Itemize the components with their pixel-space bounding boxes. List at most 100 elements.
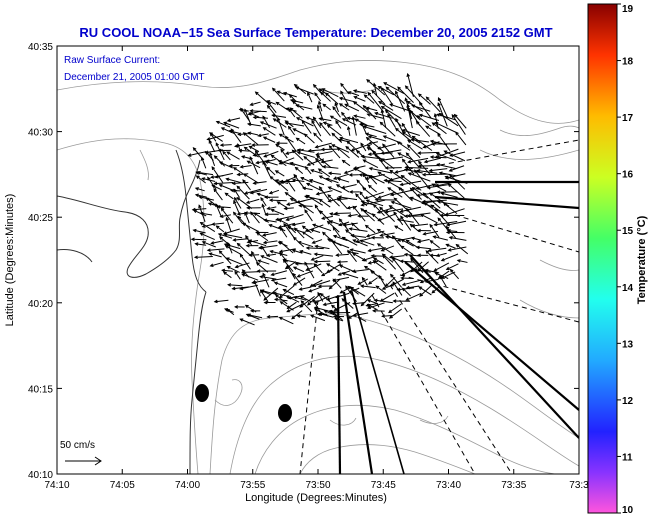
hf-radar-range-lines xyxy=(299,139,579,474)
current-vector xyxy=(323,166,339,169)
current-vector xyxy=(414,169,431,190)
radar-range-line xyxy=(351,291,405,474)
current-vector xyxy=(336,184,350,193)
current-vector xyxy=(198,205,206,222)
current-vector xyxy=(348,286,359,295)
current-vector-head xyxy=(365,106,370,111)
current-vector xyxy=(371,90,386,105)
current-vector-head xyxy=(245,313,250,317)
current-vector xyxy=(437,133,451,151)
current-vector-head xyxy=(437,132,441,137)
current-vector-head xyxy=(427,248,432,253)
radar-range-line xyxy=(439,139,579,166)
current-vector-head xyxy=(254,150,259,155)
current-vector-head xyxy=(379,233,384,237)
current-vector-head xyxy=(211,166,216,171)
current-vector-head xyxy=(221,268,226,273)
current-vector xyxy=(305,224,324,232)
current-vector xyxy=(271,277,287,281)
current-vector xyxy=(299,295,315,308)
current-vector xyxy=(354,96,366,102)
current-vector xyxy=(397,152,413,161)
current-vector xyxy=(314,260,331,263)
current-vector xyxy=(395,128,412,142)
current-vector xyxy=(223,228,240,235)
current-vector-head xyxy=(364,224,369,229)
current-vector xyxy=(283,223,296,240)
current-vector-head xyxy=(417,151,422,155)
current-vector xyxy=(260,289,269,303)
current-vector-head xyxy=(431,183,436,187)
current-vector-head xyxy=(284,192,289,196)
current-vector xyxy=(353,101,369,114)
current-vector xyxy=(240,284,258,290)
current-vector-head xyxy=(245,243,250,248)
radar-station-marker xyxy=(195,384,209,402)
current-vector xyxy=(319,122,331,136)
current-vector xyxy=(381,87,393,105)
current-vector-head xyxy=(383,82,388,86)
current-vector-head xyxy=(245,234,249,239)
current-vector-head xyxy=(351,269,356,274)
current-vector xyxy=(393,211,404,226)
current-vector xyxy=(337,198,348,200)
current-vector-head xyxy=(301,186,307,191)
current-vector xyxy=(317,105,324,122)
current-vector xyxy=(227,117,241,122)
current-vector xyxy=(258,133,269,137)
current-vector xyxy=(381,245,395,252)
current-vector-head xyxy=(401,131,406,136)
current-vector xyxy=(378,213,396,222)
current-vector xyxy=(446,220,467,226)
current-vector-head xyxy=(211,222,216,226)
current-vector-head xyxy=(318,117,323,121)
current-vector xyxy=(211,240,224,244)
current-vector-head xyxy=(312,298,316,303)
coastline xyxy=(57,149,207,474)
current-vector xyxy=(249,145,260,153)
current-vector-head xyxy=(305,116,310,120)
current-vector xyxy=(379,156,404,162)
current-vector xyxy=(374,299,393,304)
current-vector xyxy=(367,144,379,159)
current-vector xyxy=(311,169,323,175)
current-vector xyxy=(300,295,312,303)
current-vector-head xyxy=(241,273,246,277)
current-vector-head xyxy=(381,286,386,290)
current-vector-head xyxy=(430,204,435,209)
current-vector xyxy=(267,102,277,113)
current-vector-head xyxy=(207,176,211,181)
current-vector-head xyxy=(218,161,223,165)
current-vector xyxy=(317,292,324,302)
current-vector-head xyxy=(201,177,206,181)
current-vector-head xyxy=(313,263,318,267)
current-vector-head xyxy=(407,159,412,164)
current-vector xyxy=(249,156,259,175)
current-vector xyxy=(373,257,384,265)
current-vector xyxy=(217,206,231,209)
current-vector-head xyxy=(251,250,255,255)
current-vector-head xyxy=(285,217,290,221)
current-vector-head xyxy=(329,212,334,216)
current-vector xyxy=(310,229,321,234)
current-vector xyxy=(418,161,432,176)
current-vector xyxy=(455,131,467,146)
current-vector-head xyxy=(234,305,239,309)
current-vector xyxy=(329,220,341,226)
current-vector xyxy=(312,280,331,287)
current-vector xyxy=(300,300,313,313)
current-vector-head xyxy=(363,94,368,99)
current-vector-head xyxy=(364,132,370,137)
current-vector xyxy=(280,301,294,311)
current-vector xyxy=(215,203,222,217)
current-vector xyxy=(212,222,225,225)
current-vector-head xyxy=(381,314,386,318)
current-vector xyxy=(436,252,447,257)
current-vector-head xyxy=(411,135,416,140)
current-vector xyxy=(267,206,277,210)
current-vector-head xyxy=(263,154,268,158)
current-vector-head xyxy=(445,243,450,248)
current-vector-head xyxy=(205,197,210,201)
current-vector xyxy=(340,83,350,95)
y-tick-label: 40:10 xyxy=(28,470,53,481)
